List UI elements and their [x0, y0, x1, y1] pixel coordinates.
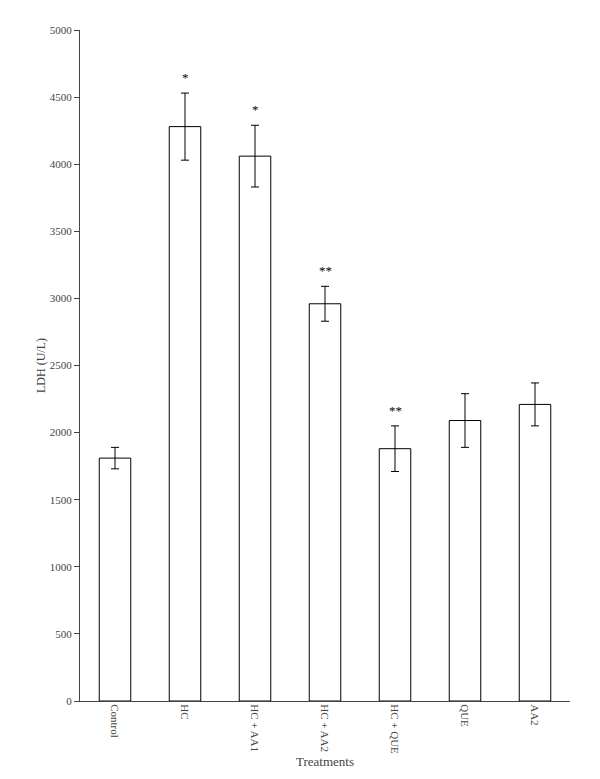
svg-text:2000: 2000 — [50, 426, 73, 438]
svg-text:500: 500 — [55, 628, 72, 640]
svg-text:HC + AA2: HC + AA2 — [319, 704, 331, 752]
svg-text:**: ** — [319, 263, 332, 278]
svg-text:*: * — [252, 102, 259, 117]
svg-text:*: * — [182, 70, 189, 85]
svg-text:5000: 5000 — [50, 24, 73, 36]
svg-text:HC: HC — [179, 704, 191, 719]
svg-text:1500: 1500 — [50, 494, 73, 506]
svg-text:3000: 3000 — [50, 292, 73, 304]
svg-text:1000: 1000 — [50, 561, 73, 573]
svg-text:2500: 2500 — [50, 359, 73, 371]
svg-text:HC + QUE: HC + QUE — [389, 704, 401, 754]
svg-text:4000: 4000 — [50, 158, 73, 170]
svg-text:3500: 3500 — [50, 225, 73, 237]
svg-text:4500: 4500 — [50, 91, 73, 103]
svg-text:0: 0 — [66, 695, 72, 707]
svg-text:**: ** — [389, 403, 402, 418]
svg-text:HC + AA1: HC + AA1 — [249, 704, 261, 752]
svg-text:LDH (U/L): LDH (U/L) — [34, 338, 48, 393]
svg-text:Treatments: Treatments — [296, 754, 354, 769]
svg-text:QUE: QUE — [459, 704, 471, 727]
svg-text:Control: Control — [109, 704, 121, 738]
svg-text:AA2: AA2 — [529, 704, 541, 725]
